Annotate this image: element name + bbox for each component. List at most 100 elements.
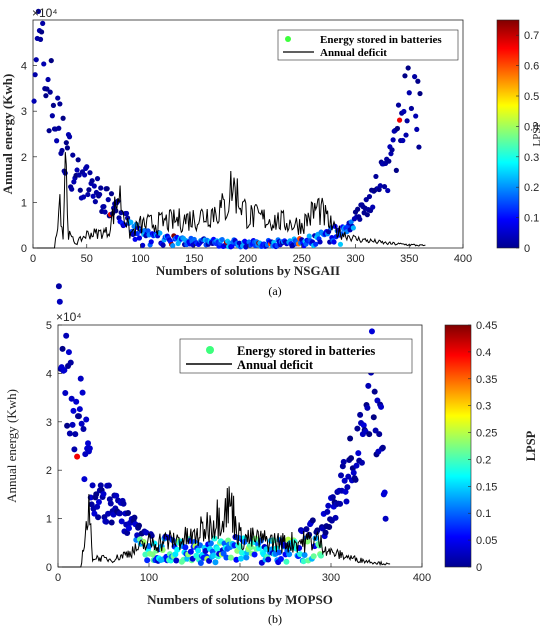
colorbar-gradient-a	[496, 19, 520, 249]
colorbar-tick-label: 0.05	[476, 535, 497, 547]
colorbar-tick-label: 0.3	[476, 401, 491, 413]
scatter-point	[71, 446, 78, 453]
scatter-point	[366, 193, 373, 200]
scatter-point	[402, 73, 408, 79]
colorbar-tick-label: 0.2	[524, 182, 539, 194]
scatter-point	[76, 406, 83, 413]
scatter-point	[394, 125, 401, 132]
scatter-point	[393, 167, 399, 173]
scatter-point	[357, 216, 363, 222]
scatter-point	[79, 389, 86, 396]
scatter-point	[56, 298, 63, 305]
scatter-point	[197, 559, 204, 566]
scatter-point	[283, 558, 290, 565]
scatter-point	[354, 425, 361, 432]
scatter-point	[401, 108, 407, 115]
scatter-point	[381, 184, 388, 190]
colorbar-tick-label: 0.7	[524, 30, 539, 42]
colorbar-tick-label: 0.35	[476, 374, 497, 386]
scatter-point	[365, 382, 372, 389]
scatter-point	[74, 167, 80, 173]
scatter-point	[324, 508, 331, 515]
colorbar-tick-label: 0.6	[524, 61, 539, 73]
scatter-point	[413, 113, 419, 119]
scatter-point	[60, 115, 66, 121]
scatter-point	[69, 186, 75, 192]
legend-label-line-b: Annual deficit	[237, 358, 314, 372]
scatter-point	[140, 538, 147, 545]
scatter-point	[118, 518, 125, 525]
x-tick-label: 100	[131, 253, 149, 265]
scatter-point	[56, 125, 62, 131]
scatter-point	[310, 553, 317, 560]
scatter-point	[325, 502, 332, 509]
scatter-point	[102, 209, 108, 215]
scatter-point	[68, 395, 75, 402]
scatter-point	[101, 203, 107, 210]
scatter-point	[417, 90, 423, 97]
scatter-point	[131, 514, 138, 521]
colorbar-tick-label: 0.1	[476, 508, 491, 520]
scatter-point	[408, 105, 414, 112]
scatter-point	[91, 183, 97, 189]
legend-label-line-a: Annual deficit	[320, 47, 387, 59]
scatter-point	[355, 450, 362, 457]
x-tick-label: 150	[185, 253, 203, 265]
scatter-point	[326, 524, 333, 531]
scatter-point	[35, 8, 41, 14]
scatter-point	[85, 191, 91, 198]
scatter-point	[416, 144, 422, 150]
colorbar-b: 0 0.05 0.1 0.15 0.2 0.25 0.3 0.35 0.4 0.45 LPSP	[444, 320, 538, 574]
scatter-point	[64, 422, 71, 429]
colorbar-tick-label: 0.4	[476, 347, 491, 359]
x-tick-label: 0	[30, 253, 36, 265]
scatter-point	[406, 90, 412, 96]
scatter-point	[73, 398, 80, 405]
colorbar-tick-label: 0.5	[524, 91, 539, 103]
scatter-point	[364, 212, 370, 218]
scatter-point	[353, 462, 360, 469]
scatter-point	[340, 458, 347, 465]
scatter-point	[371, 388, 378, 395]
scatter-point	[342, 488, 349, 495]
colorbar-tick-label: 0.45	[476, 320, 497, 332]
scatter-point	[214, 545, 221, 552]
scatter-point	[256, 545, 263, 552]
scatter-point	[40, 20, 46, 26]
scatter-point	[350, 469, 357, 476]
caption-a: (a)	[268, 284, 281, 298]
scatter-point	[63, 332, 70, 339]
scatter-point	[59, 345, 66, 352]
colorbar-a: 0 0.1 0.2 0.3 0.4 0.5 0.6 0.7 LPSP	[496, 19, 543, 255]
scatter-point	[124, 529, 131, 536]
scatter-point	[352, 476, 359, 483]
caption-b: (b)	[268, 612, 282, 626]
scatter-point	[81, 476, 88, 483]
scatter-point	[86, 445, 93, 452]
scatter-point	[125, 525, 132, 532]
scatter-point	[382, 515, 389, 522]
legend-marker-scatter-b	[206, 346, 214, 354]
scatter-point	[332, 514, 339, 521]
scatter-point	[46, 128, 52, 134]
scatter-point	[43, 93, 49, 99]
scatter-point	[233, 556, 240, 563]
scatter-point	[306, 233, 312, 239]
scatter-point	[403, 132, 409, 138]
scatter-point	[331, 239, 337, 245]
x-axis-label-b: Numbers of solutions by MOPSO	[147, 592, 333, 607]
scatter-point	[123, 210, 130, 217]
scatter-point	[303, 526, 310, 533]
scatter-point	[300, 558, 307, 565]
y-axis-label-b: Annual energy (Kwh)	[4, 389, 19, 503]
scatter-point	[376, 431, 383, 438]
scatter-point	[92, 199, 98, 205]
plot-area-b	[55, 283, 391, 568]
scatter-point	[348, 455, 355, 462]
scatter-point	[370, 204, 376, 210]
legend-box-a	[277, 29, 459, 61]
scatter-point	[157, 230, 163, 236]
scatter-point	[136, 235, 143, 241]
scatter-point	[415, 78, 421, 84]
scatter-point	[33, 57, 39, 63]
